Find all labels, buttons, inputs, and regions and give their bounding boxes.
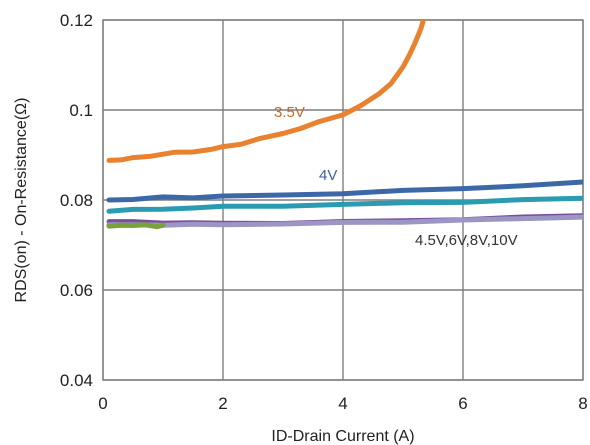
series-line-6 xyxy=(106,222,166,230)
y-tick-label: 0.12 xyxy=(60,11,93,30)
y-tick-label: 0.06 xyxy=(60,281,93,300)
x-tick-label: 0 xyxy=(98,394,107,413)
y-tick-label: 0.08 xyxy=(60,191,93,210)
y-tick-label: 0.1 xyxy=(69,101,93,120)
y-tick-labels: 0.04 0.06 0.08 0.1 0.12 xyxy=(60,11,93,390)
series-line-2 xyxy=(106,179,583,203)
x-tick-labels: 0 2 4 6 8 xyxy=(98,394,587,413)
series-group xyxy=(106,20,583,230)
x-tick-label: 6 xyxy=(458,394,467,413)
x-tick-label: 4 xyxy=(338,394,347,413)
series-line-1 xyxy=(106,20,426,163)
series-annotation-label: 4.5V,6V,8V,10V xyxy=(415,232,518,249)
series-annotation-label: 3.5V xyxy=(274,104,305,121)
series-labels: 3.5V 4V 4.5V,6V,8V,10V xyxy=(274,104,518,249)
series-annotation-label: 4V xyxy=(319,167,337,184)
series-line-3 xyxy=(106,195,583,214)
x-tick-label: 8 xyxy=(578,394,587,413)
x-tick-label: 2 xyxy=(218,394,227,413)
x-axis-title: ID-Drain Current (A) xyxy=(271,428,414,445)
y-axis-title: RDS(on) - On-Resistance(Ω) xyxy=(13,98,30,303)
y-tick-label: 0.04 xyxy=(60,371,93,390)
